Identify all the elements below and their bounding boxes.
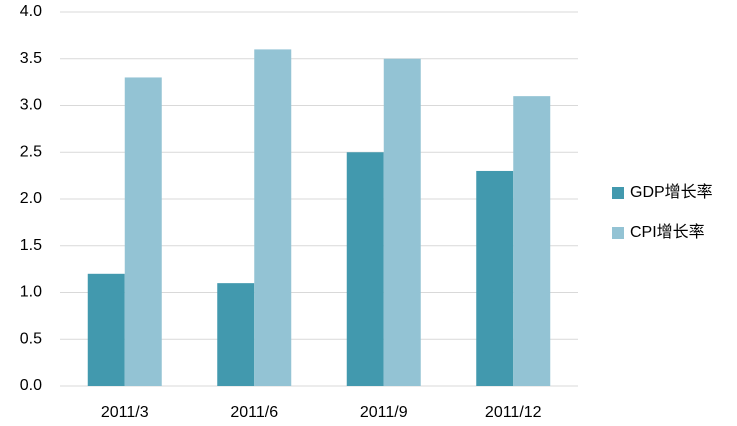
bar bbox=[513, 96, 551, 387]
bar bbox=[383, 58, 421, 386]
legend-label: GDP增长率 bbox=[630, 183, 713, 201]
y-tick-label: 2.5 bbox=[20, 143, 42, 160]
x-tick-label: 2011/6 bbox=[230, 404, 278, 421]
x-tick-label: 2011/3 bbox=[101, 404, 149, 421]
bar bbox=[87, 273, 125, 386]
y-tick-label: 4.0 bbox=[20, 3, 42, 20]
x-tick-label: 2011/12 bbox=[485, 404, 542, 421]
legend-swatch bbox=[612, 227, 624, 239]
legend-label: CPI增长率 bbox=[630, 223, 705, 241]
y-tick-label: 0.0 bbox=[20, 377, 42, 394]
bar bbox=[217, 283, 255, 386]
y-tick-label: 3.0 bbox=[20, 97, 42, 114]
x-tick-label: 2011/9 bbox=[360, 404, 408, 421]
bar bbox=[124, 77, 162, 386]
bar bbox=[476, 170, 514, 386]
y-tick-label: 1.0 bbox=[20, 284, 42, 301]
y-tick-label: 3.5 bbox=[20, 50, 42, 67]
legend-swatch bbox=[612, 187, 624, 199]
y-tick-label: 0.5 bbox=[20, 330, 42, 347]
bar bbox=[346, 152, 384, 386]
y-tick-label: 1.5 bbox=[20, 237, 42, 254]
bar bbox=[254, 49, 292, 387]
y-tick-label: 2.0 bbox=[20, 190, 42, 207]
